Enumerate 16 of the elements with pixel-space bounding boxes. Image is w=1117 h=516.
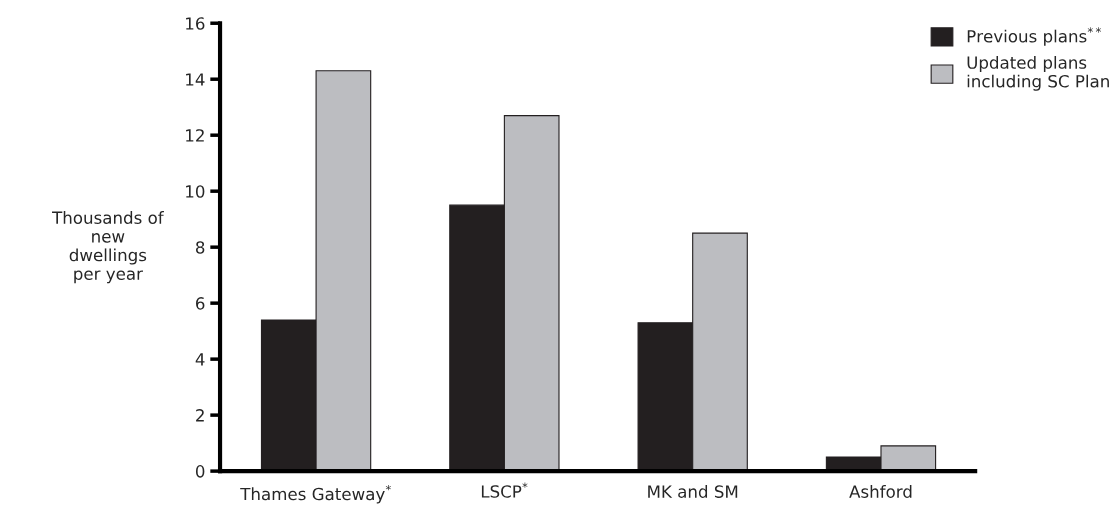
x-tick-label: MK and SM bbox=[648, 485, 738, 498]
legend-label: Previous plans$^{**}$ bbox=[967, 27, 1101, 46]
y-tick-label: 14 bbox=[186, 73, 205, 86]
y-tick-label: 12 bbox=[186, 129, 204, 142]
x-tick-label: Ashford bbox=[849, 485, 912, 498]
legend-label: Updated plans including SC Plan bbox=[967, 55, 1109, 91]
y-tick-label: 10 bbox=[186, 185, 205, 198]
x-tick-label: Thames Gateway$^{*}$ bbox=[240, 485, 391, 504]
y-axis-title: Thousands of new dwellings per year bbox=[52, 211, 164, 284]
y-tick-label: 8 bbox=[195, 241, 205, 254]
y-tick-label: 6 bbox=[196, 297, 205, 310]
y-tick-label: 0 bbox=[195, 465, 205, 478]
y-tick-label: 16 bbox=[186, 17, 205, 30]
y-tick-label: 4 bbox=[195, 353, 205, 366]
y-tick-label: 2 bbox=[196, 409, 204, 422]
x-tick-label: LSCP$^{*}$ bbox=[481, 482, 528, 498]
